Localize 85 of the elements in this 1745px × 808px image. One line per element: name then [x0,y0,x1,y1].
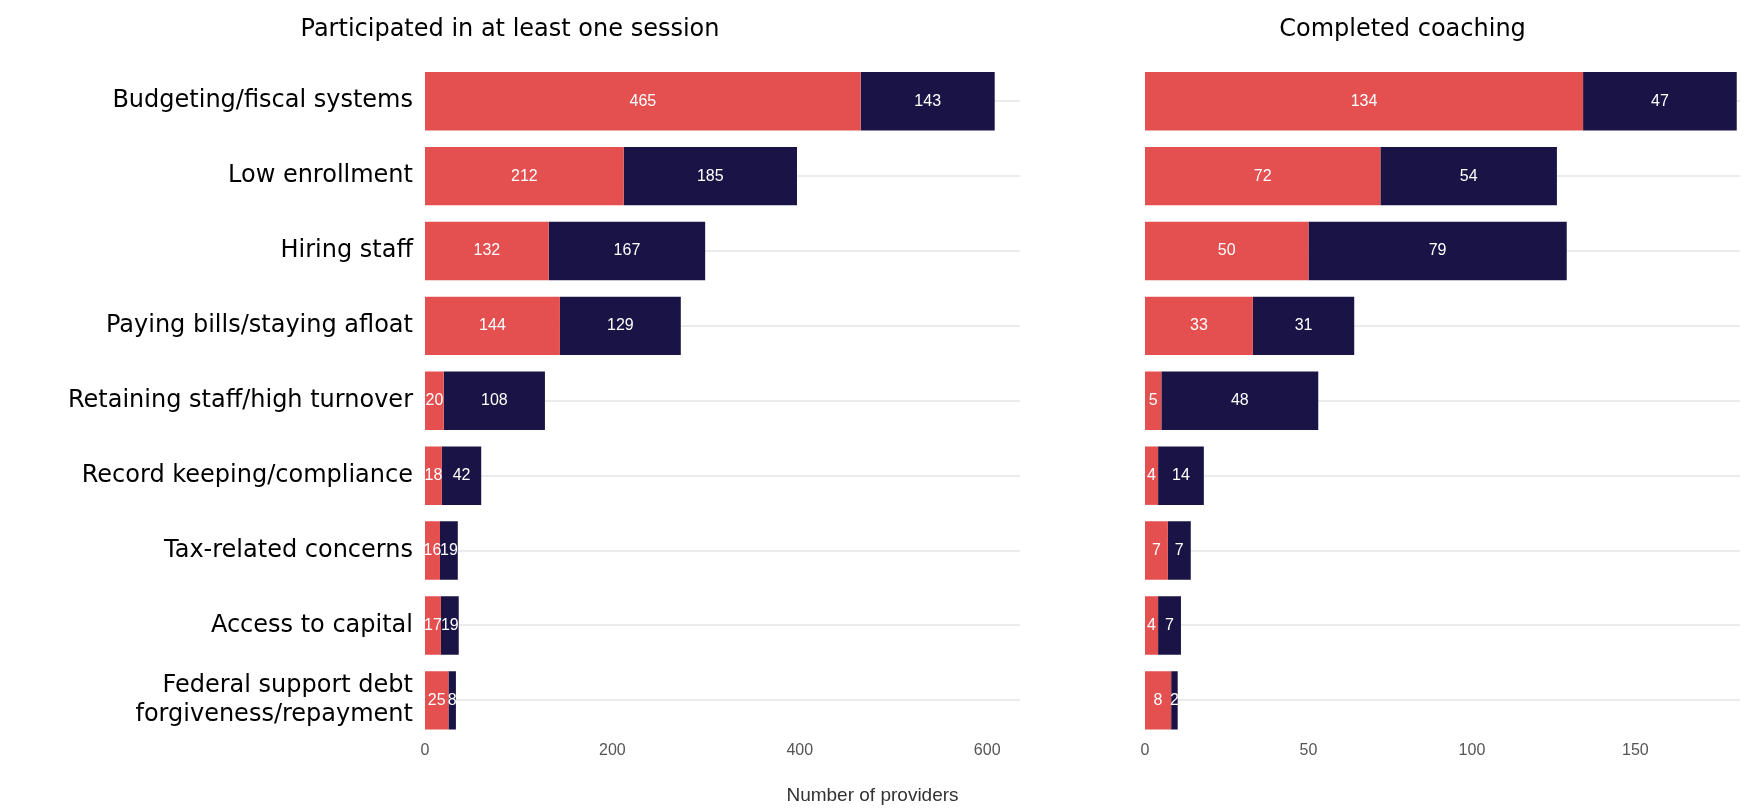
data-label: 19 [440,615,459,633]
bar [1145,596,1159,655]
y-tick-label: Low enrollment [228,160,413,189]
data-label: 25 [427,690,446,708]
bar [623,146,797,206]
bar [1583,72,1737,131]
bar [1145,146,1381,206]
data-label: 31 [1294,316,1313,334]
bar [548,221,706,281]
data-label: 7 [1174,540,1184,558]
x-tick-label: 200 [599,740,626,758]
data-label: 18 [424,466,443,484]
data-label: 14 [1172,466,1190,484]
bar [425,296,560,356]
x-tick-label: 150 [1622,740,1649,758]
data-label: 134 [1350,91,1378,109]
x-tick-label: 0 [1140,740,1150,758]
bar [425,446,442,505]
bar [1380,146,1557,206]
x-tick-label: 50 [1299,740,1318,758]
data-label: 47 [1651,91,1669,109]
data-label: 42 [452,466,471,484]
data-label: 33 [1190,316,1208,334]
data-label: 50 [1217,241,1236,259]
bar [425,146,624,206]
data-label: 54 [1459,166,1478,184]
data-label: 79 [1428,241,1447,259]
bar [860,72,995,131]
data-label: 108 [480,391,508,409]
bar [1158,446,1204,505]
bar [1145,671,1172,730]
data-label: 185 [696,166,724,184]
data-label: 8 [1153,690,1163,708]
data-label: 7 [1151,540,1161,558]
y-tick-label: Record keeping/compliance [81,459,413,488]
bar [1167,521,1191,580]
bar [1145,72,1584,131]
y-tick-label: Budgeting/fiscal systems [112,85,413,114]
data-label: 5 [1148,391,1158,409]
bar [559,296,681,356]
bar [1308,221,1567,281]
data-label: 20 [425,391,444,409]
data-label: 48 [1230,391,1249,409]
data-label: 144 [479,316,506,334]
y-tick-label: Federal support debt forgiveness/repayment [135,670,413,727]
data-label: 465 [629,91,657,109]
data-label: 4 [1147,615,1157,633]
data-label: 212 [510,166,538,184]
chart-title: Participated in at least one session [300,13,720,42]
data-label: 143 [914,91,942,109]
y-tick-label: Access to capital [210,609,413,638]
data-label: 132 [473,241,501,259]
data-label: 167 [613,241,641,259]
data-label: 4 [1147,466,1157,484]
data-label: 19 [440,540,458,558]
bar [1158,596,1181,655]
bar [425,596,441,655]
x-tick-label: 0 [420,740,430,758]
bar [425,671,449,730]
y-tick-label: Paying bills/staying afloat [105,310,413,339]
bar [441,446,482,505]
x-axis-title: Number of providers [785,784,960,806]
bar [1145,296,1253,356]
data-label: 72 [1253,166,1272,184]
data-label: 129 [607,316,634,334]
y-tick-label: Tax-related concerns [163,534,413,563]
data-label: 17 [424,615,442,633]
bar [425,72,861,131]
bar [1145,371,1162,431]
chart-title: Completed coaching [1279,13,1526,42]
data-label: 7 [1165,615,1175,633]
y-tick-label: Hiring staff [280,235,414,264]
bar [1161,371,1319,431]
bar [425,221,549,281]
bar [1252,296,1355,356]
x-tick-label: 400 [786,740,814,758]
bar [1145,446,1159,505]
bar [1145,521,1168,580]
x-tick-label: 100 [1458,740,1486,758]
bar [1145,221,1309,281]
x-tick-label: 600 [973,740,1001,758]
bar [440,596,459,655]
bar [443,371,545,431]
y-tick-label: Retaining staff/high turnover [67,385,414,414]
bar [439,521,458,580]
